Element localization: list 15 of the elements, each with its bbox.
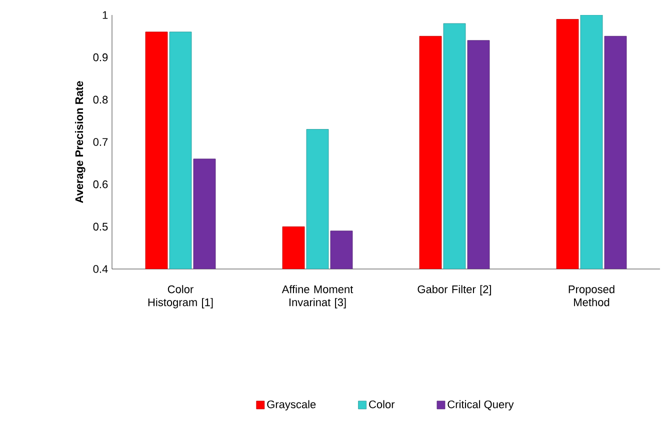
y-tick-label: 0.7 — [93, 138, 108, 146]
legend-label: Grayscale — [267, 400, 316, 410]
x-tick-label: Gabor Filter [2] — [418, 285, 491, 296]
legend-label: Color — [369, 400, 395, 408]
y-tick-label: 0.9 — [93, 53, 108, 62]
y-tick-label: 0.5 — [93, 222, 108, 231]
x-tick-label: Proposed Method — [568, 285, 614, 306]
legend-label: Critical Query — [448, 400, 514, 410]
x-tick-label: Affine Moment Invarinat [3] — [282, 285, 354, 308]
y-tick-label: 0.8 — [93, 96, 108, 104]
x-tick-label: Color Histogram [1] — [148, 285, 213, 308]
y-tick-label: 0.6 — [93, 180, 108, 188]
y-tick-label: 0.4 — [93, 265, 108, 273]
y-axis-title: Average Precision Rate — [75, 81, 86, 203]
y-tick-label: 1 — [102, 11, 108, 19]
